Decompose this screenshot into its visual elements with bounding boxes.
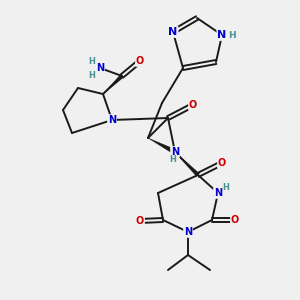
Text: H: H (88, 56, 95, 65)
Text: N: N (108, 115, 116, 125)
Text: N: N (96, 63, 104, 73)
Text: O: O (218, 158, 226, 168)
Text: O: O (136, 56, 144, 66)
Text: N: N (218, 30, 226, 40)
Text: O: O (189, 100, 197, 110)
Polygon shape (175, 152, 200, 176)
Text: H: H (223, 184, 230, 193)
Text: N: N (214, 188, 222, 198)
Text: N: N (168, 27, 178, 37)
Text: O: O (136, 216, 144, 226)
Polygon shape (148, 138, 176, 154)
Text: O: O (231, 215, 239, 225)
Text: H: H (88, 70, 95, 80)
Text: N: N (184, 227, 192, 237)
Text: N: N (171, 147, 179, 157)
Polygon shape (103, 74, 123, 94)
Text: H: H (228, 31, 236, 40)
Text: H: H (169, 155, 176, 164)
